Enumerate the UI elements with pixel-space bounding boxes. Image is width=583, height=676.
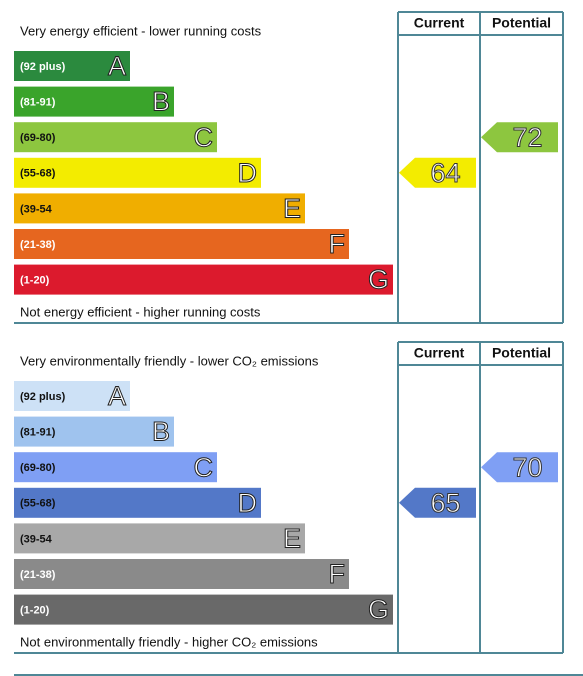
band-letter: G xyxy=(368,265,389,295)
band-range: (69-80) xyxy=(20,462,56,474)
panel-footer: Not environmentally friendly - higher CO… xyxy=(20,634,318,649)
rating-band xyxy=(14,381,130,411)
band-letter: B xyxy=(152,417,170,447)
rating-value: 70 xyxy=(512,452,542,482)
band-range: (55-68) xyxy=(20,168,56,180)
band-range: (81-91) xyxy=(20,427,56,439)
rating-value: 72 xyxy=(512,122,542,152)
band-letter: A xyxy=(108,51,126,81)
band-letter: C xyxy=(194,452,214,482)
band-range: (1-20) xyxy=(20,605,50,617)
band-range: (69-80) xyxy=(20,132,56,144)
rating-band xyxy=(14,51,130,81)
rating-arrow xyxy=(399,157,476,188)
rating-band xyxy=(14,487,261,518)
rating-band xyxy=(14,594,393,625)
rating-arrow xyxy=(481,452,558,483)
rating-band xyxy=(14,452,217,483)
panel-title: Very energy efficient - lower running co… xyxy=(20,23,262,38)
rating-band xyxy=(14,86,174,117)
band-letter: G xyxy=(368,595,389,625)
band-range: (21-38) xyxy=(20,569,56,581)
rating-band xyxy=(14,122,217,153)
rating-band xyxy=(14,264,393,295)
band-letter: F xyxy=(329,559,346,589)
column-header: Current xyxy=(414,345,465,361)
band-range: (21-38) xyxy=(20,239,56,251)
panel-footer: Not energy efficient - higher running co… xyxy=(20,304,261,319)
rating-value: 64 xyxy=(430,158,460,188)
band-letter: C xyxy=(194,122,214,152)
band-range: (39-54 xyxy=(20,203,53,215)
rating-band xyxy=(14,523,305,554)
band-range: (39-54 xyxy=(20,533,53,545)
rating-band xyxy=(14,559,349,589)
band-letter: B xyxy=(152,87,170,117)
band-range: (92 plus) xyxy=(20,391,66,403)
rating-band xyxy=(14,416,174,447)
column-header: Potential xyxy=(492,345,551,361)
band-range: (81-91) xyxy=(20,97,56,109)
band-letter: D xyxy=(238,488,258,518)
column-header: Current xyxy=(414,15,465,31)
rating-arrow xyxy=(481,122,558,153)
rating-arrow xyxy=(399,487,476,518)
column-header: Potential xyxy=(492,15,551,31)
band-range: (1-20) xyxy=(20,275,50,287)
band-range: (92 plus) xyxy=(20,61,66,73)
panel-title: Very environmentally friendly - lower CO… xyxy=(20,353,319,368)
rating-value: 65 xyxy=(430,488,460,518)
band-letter: E xyxy=(283,194,301,224)
band-letter: D xyxy=(238,158,258,188)
rating-band xyxy=(14,157,261,188)
band-letter: A xyxy=(108,381,126,411)
band-range: (55-68) xyxy=(20,498,56,510)
rating-band xyxy=(14,229,349,259)
band-letter: E xyxy=(283,524,301,554)
rating-band xyxy=(14,193,305,224)
band-letter: F xyxy=(329,229,346,259)
